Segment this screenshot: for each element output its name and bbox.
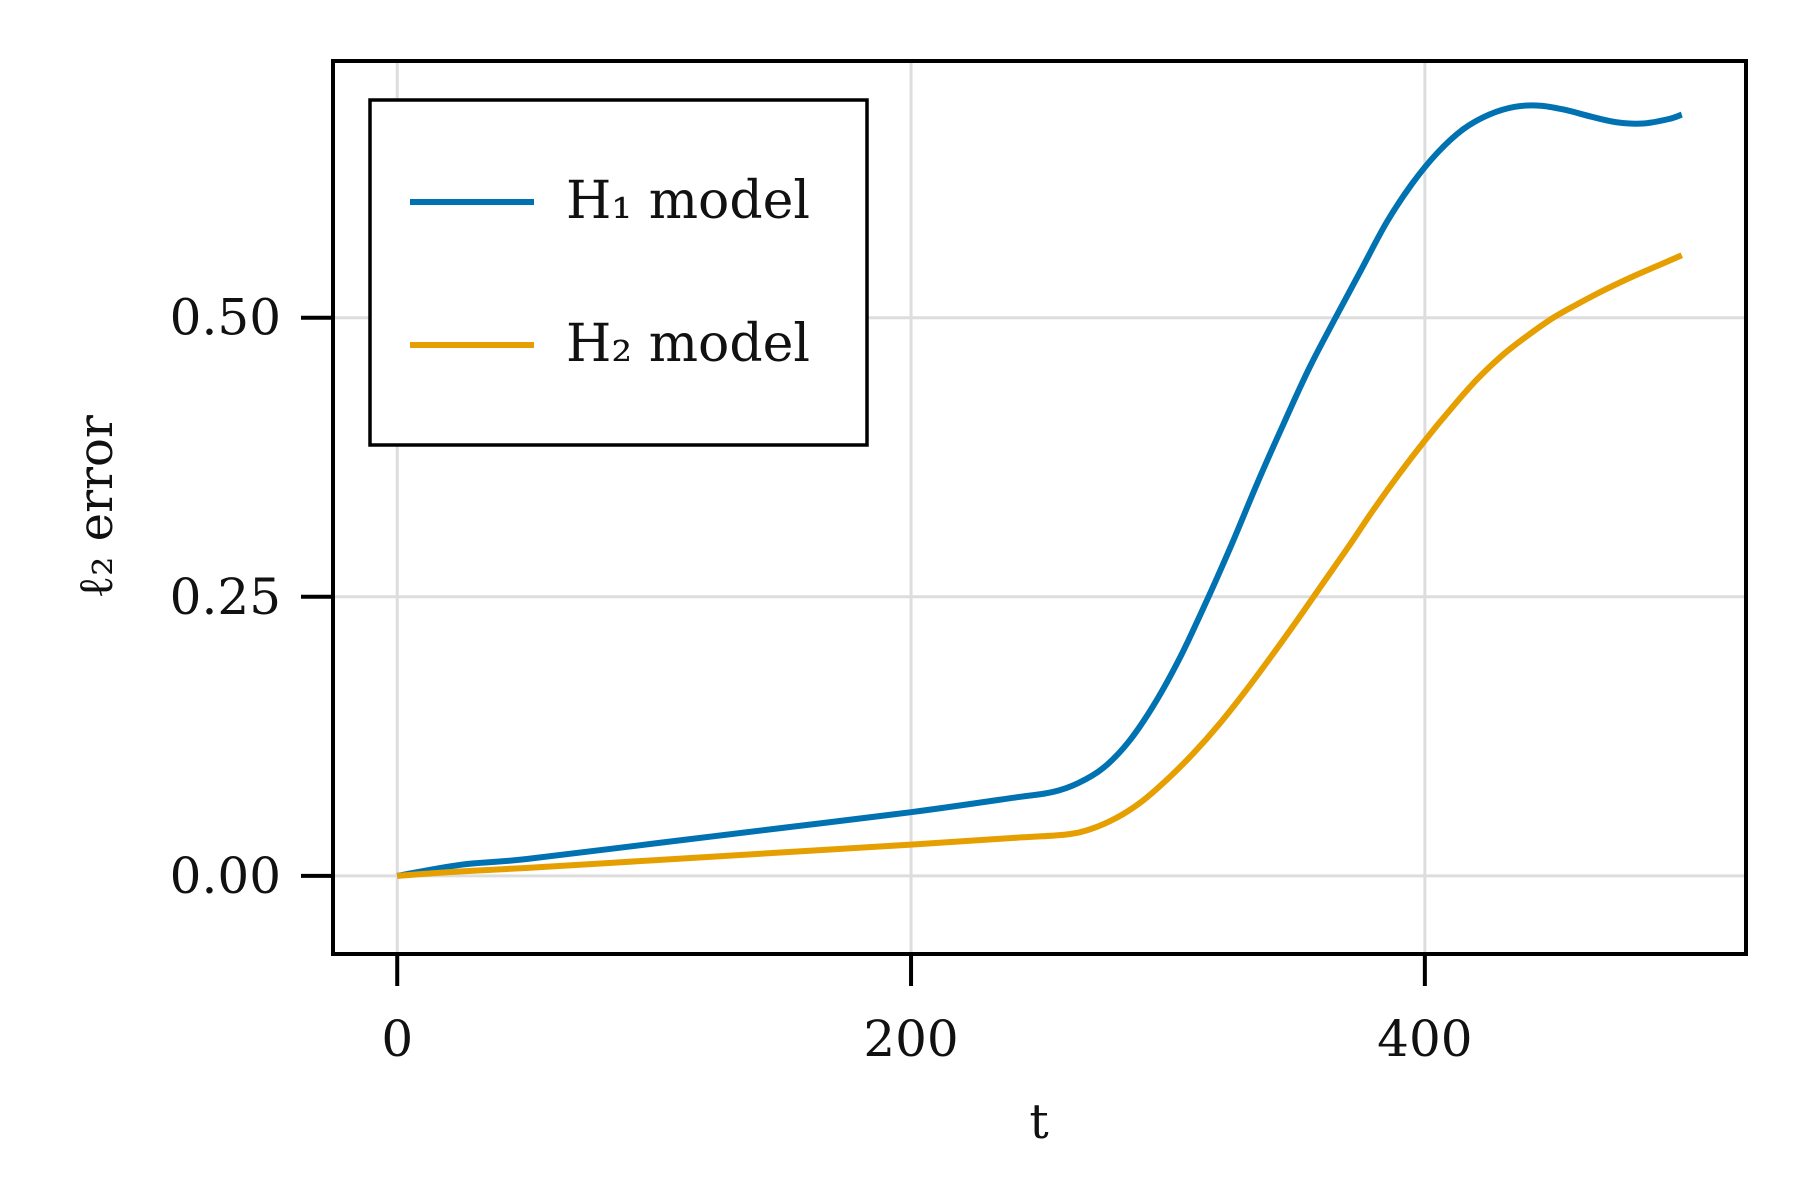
y-axis-label: ℓ₂ error: [68, 415, 124, 599]
series-layer: [396, 102, 1684, 879]
legend-label-h2: H₂ model: [566, 314, 810, 374]
y-tick-label: 0.00: [170, 847, 281, 905]
x-axis-label: t: [1029, 1094, 1048, 1150]
x-tick-label: 200: [863, 1010, 958, 1068]
y-tick-label: 0.25: [170, 568, 281, 626]
legend: H₁ model H₂ model: [368, 98, 869, 447]
legend-label-h1: H₁ model: [566, 171, 810, 231]
legend-box: [368, 98, 869, 447]
series-line-2: [396, 252, 1684, 879]
series-line-1: [396, 102, 1683, 879]
y-tick-label: 0.50: [170, 289, 281, 347]
x-tick-label: 0: [381, 1010, 413, 1068]
x-tick-label: 400: [1377, 1010, 1472, 1068]
plot-frame: [331, 59, 1748, 956]
axis-ticks: 0 200 400 0.00 0.25 0.50: [170, 289, 1473, 1068]
